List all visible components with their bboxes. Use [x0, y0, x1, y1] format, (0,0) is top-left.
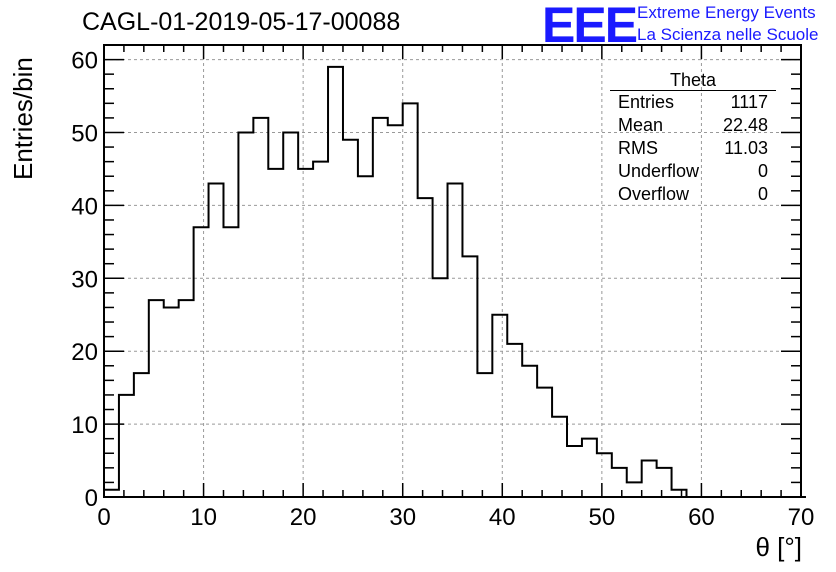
stats-label: Mean — [618, 115, 664, 135]
y-tick-label: 60 — [71, 48, 98, 75]
histogram-bin — [343, 140, 358, 497]
axis-ticks — [103, 44, 802, 498]
stats-box: Theta Entries 1117 Mean 22.48 RMS 11.03 … — [610, 70, 776, 206]
histogram-bin — [567, 446, 582, 497]
histogram-bin — [104, 490, 119, 497]
logo-line-2: La Scienza nelle Scuole — [637, 25, 819, 44]
histogram-bin — [164, 307, 179, 497]
histogram-bin — [298, 169, 313, 497]
histogram-bin — [283, 132, 298, 497]
stats-label: Underflow — [618, 161, 700, 181]
y-axis-label: Entries/bin — [8, 57, 38, 180]
histogram-bin — [522, 366, 537, 497]
histogram-bin — [672, 490, 687, 497]
y-tick-label: 10 — [71, 412, 98, 439]
histogram-bin — [627, 482, 642, 497]
histogram-bin — [612, 468, 627, 497]
histogram-line — [103, 65, 806, 498]
stats-title: Theta — [610, 70, 776, 91]
histogram-bin — [552, 417, 567, 497]
plot-frame — [103, 44, 802, 498]
stats-row-underflow: Underflow 0 — [610, 160, 776, 183]
x-tick-label: 0 — [97, 504, 110, 531]
eee-logo: EEE — [542, 0, 638, 53]
stats-label: Entries — [618, 92, 675, 112]
histogram-bin — [537, 388, 552, 497]
histogram-bin — [313, 162, 328, 497]
histogram-bin — [448, 184, 463, 497]
y-tick-label: 20 — [71, 339, 98, 366]
histogram-bin — [582, 439, 597, 497]
histogram-bin — [119, 395, 134, 497]
stats-label: Overflow — [618, 184, 690, 204]
histogram-bin — [507, 344, 522, 497]
x-tick-label: 40 — [489, 504, 516, 531]
x-tick-labels: 0 10 20 30 40 50 60 70 — [97, 504, 814, 531]
logo-line-1: Extreme Energy Events — [637, 3, 816, 22]
grid-lines — [104, 45, 801, 497]
y-tick-labels: 0 10 20 30 40 50 60 — [71, 48, 98, 512]
histogram-bin — [328, 67, 343, 497]
histogram-bin — [268, 169, 283, 497]
stats-value: 0 — [757, 161, 768, 181]
histogram-bin — [223, 227, 238, 497]
x-axis-label: θ [°] — [755, 532, 802, 562]
histogram-bin — [433, 278, 448, 497]
run-title: CAGL-01-2019-05-17-00088 — [82, 8, 401, 36]
y-tick-label: 50 — [71, 120, 98, 147]
y-tick-label: 40 — [71, 193, 98, 220]
x-tick-label: 50 — [589, 504, 616, 531]
stats-row-rms: RMS 11.03 — [610, 137, 776, 160]
histogram-bin — [597, 453, 612, 497]
x-tick-label: 70 — [788, 504, 815, 531]
histogram-bin — [373, 118, 388, 497]
histogram-plot — [103, 65, 806, 498]
stats-value: 11.03 — [724, 138, 768, 158]
histogram-bin — [657, 468, 672, 497]
y-tick-label: 0 — [85, 485, 98, 512]
histogram-bin — [492, 315, 507, 497]
stats-row-mean: Mean 22.48 — [610, 114, 776, 137]
y-tick-label: 30 — [71, 266, 98, 293]
histogram-bin — [179, 300, 194, 497]
histogram-bin — [194, 227, 209, 497]
histogram-bin — [388, 125, 403, 497]
histogram-bin — [238, 132, 253, 497]
stats-value: 22.48 — [722, 115, 768, 135]
histogram-bin — [358, 176, 373, 497]
histogram-bin — [462, 256, 477, 497]
histogram-bin — [134, 373, 149, 497]
histogram-bin — [149, 300, 164, 497]
histogram-bin — [477, 373, 492, 497]
stats-value: 1117 — [730, 92, 768, 112]
stats-label: RMS — [618, 138, 658, 158]
x-tick-label: 10 — [190, 504, 217, 531]
histogram-bin — [642, 461, 657, 497]
x-tick-label: 60 — [688, 504, 715, 531]
x-tick-label: 20 — [290, 504, 317, 531]
stats-row-overflow: Overflow 0 — [610, 183, 776, 206]
x-tick-label: 30 — [389, 504, 416, 531]
stats-row-entries: Entries 1117 — [610, 91, 776, 114]
histogram-bin — [403, 103, 418, 497]
histogram-bin — [418, 198, 433, 497]
stats-value: 0 — [757, 184, 768, 204]
histogram-bin — [253, 118, 268, 497]
histogram-bin — [209, 184, 224, 497]
